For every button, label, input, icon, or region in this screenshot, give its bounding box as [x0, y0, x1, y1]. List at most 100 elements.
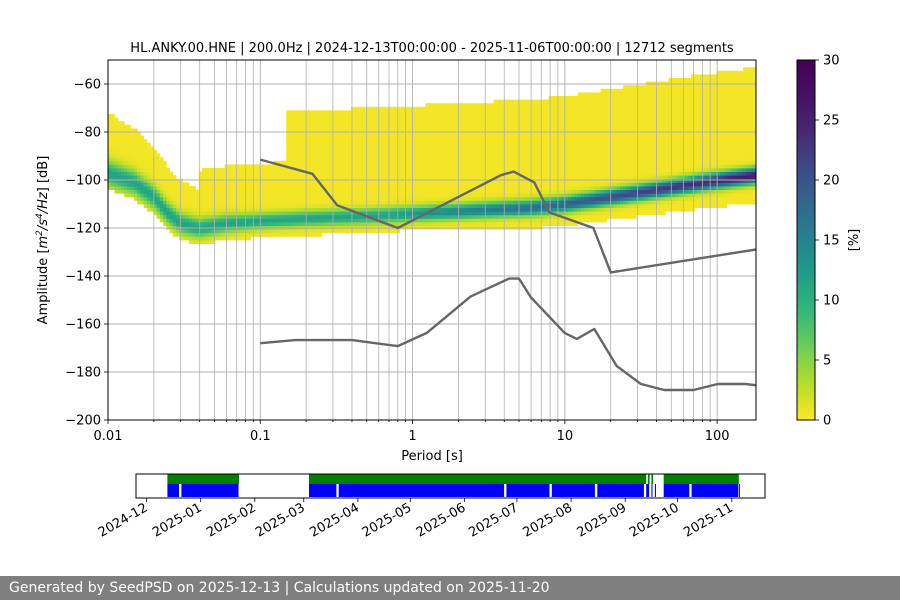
heatmap-cell [448, 139, 452, 144]
heatmap-cell [574, 186, 579, 190]
heatmap-cell [205, 229, 209, 234]
heatmap-cell [451, 114, 456, 118]
heatmap-cell [221, 232, 226, 237]
heatmap-cell [642, 171, 647, 176]
heatmap-cell [108, 128, 112, 133]
heatmap-cell [545, 106, 550, 111]
heatmap-cell [143, 175, 148, 180]
heatmap-cell [415, 110, 420, 115]
heatmap-cell [367, 171, 371, 176]
heatmap-cell [467, 117, 472, 122]
heatmap-cell [373, 114, 378, 118]
heatmap-cell [383, 157, 388, 162]
heatmap-cell [555, 200, 559, 205]
heatmap-cell [286, 110, 290, 115]
heatmap-cell [606, 182, 611, 187]
heatmap-cell [525, 139, 530, 144]
heatmap-cell [428, 110, 433, 115]
heatmap-cell [487, 164, 491, 169]
heatmap-cell [276, 178, 281, 183]
heatmap-cell [606, 196, 611, 201]
heatmap-cell [276, 171, 281, 176]
heatmap-cell [590, 103, 595, 108]
heatmap-cell [169, 186, 174, 190]
heatmap-cell [587, 182, 592, 187]
heatmap-cell [629, 168, 634, 172]
heatmap-cell [321, 128, 326, 133]
heatmap-cell [127, 186, 132, 190]
heatmap-cell [545, 103, 550, 108]
heatmap-cell [467, 142, 472, 147]
heatmap-cell [338, 175, 342, 180]
heatmap-cell [545, 146, 550, 151]
heatmap-cell [299, 196, 303, 201]
heatmap-cell [318, 178, 323, 183]
heatmap-cell [282, 186, 287, 190]
heatmap-cell [331, 142, 336, 147]
heatmap-cell [616, 150, 621, 154]
heatmap-cell [367, 110, 371, 115]
heatmap-cell [419, 106, 423, 111]
heatmap-cell [535, 214, 540, 219]
heatmap-cell [331, 200, 336, 205]
heatmap-cell [532, 132, 537, 136]
heatmap-cell [198, 204, 203, 208]
heatmap-cell [574, 164, 579, 169]
heatmap-cell [500, 157, 504, 162]
heatmap-cell [143, 160, 148, 165]
heatmap-cell [270, 193, 274, 198]
heatmap-cell [260, 229, 264, 234]
heatmap-cell [270, 171, 274, 176]
heatmap-cell [315, 150, 319, 154]
heatmap-cell [357, 222, 362, 226]
heatmap-cell [292, 186, 297, 190]
heatmap-cell [201, 182, 206, 187]
heatmap-cell [399, 150, 404, 154]
heatmap-cell [594, 186, 598, 190]
heatmap-cell [231, 193, 235, 198]
heatmap-cell [363, 150, 368, 154]
heatmap-cell [542, 106, 546, 111]
heatmap-cell [415, 135, 420, 140]
heatmap-cell [380, 142, 384, 147]
heatmap-cell [584, 182, 588, 187]
heatmap-cell [169, 193, 174, 198]
heatmap-cell [594, 157, 598, 162]
heatmap-cell [639, 99, 643, 104]
heatmap-cell [584, 135, 588, 140]
heatmap-cell [623, 124, 627, 129]
heatmap-cell [367, 168, 371, 172]
heatmap-cell [111, 114, 115, 118]
heatmap-cell [642, 114, 647, 118]
heatmap-cell [551, 117, 556, 122]
heatmap-cell [201, 218, 206, 223]
heatmap-cell [179, 178, 183, 183]
heatmap-cell [282, 182, 287, 187]
heatmap-cell [415, 171, 420, 176]
heatmap-cell [545, 222, 550, 226]
heatmap-cell [513, 128, 517, 133]
heatmap-cell [318, 229, 323, 234]
heatmap-cell [351, 186, 355, 190]
heatmap-cell [282, 178, 287, 183]
heatmap-cell [357, 186, 362, 190]
heatmap-cell [351, 204, 355, 208]
heatmap-cell [444, 164, 449, 169]
heatmap-cell [305, 211, 310, 216]
heatmap-cell [237, 207, 242, 212]
heatmap-cell [198, 196, 203, 201]
heatmap-cell [457, 110, 462, 115]
heatmap-cell [500, 132, 504, 136]
heatmap-cell [616, 110, 621, 115]
heatmap-cell [581, 139, 585, 144]
heatmap-cell [357, 207, 362, 212]
heatmap-cell [584, 193, 588, 198]
heatmap-cell [253, 196, 258, 201]
heatmap-cell [315, 222, 319, 226]
heatmap-cell [257, 175, 261, 180]
heatmap-cell [318, 211, 323, 216]
heatmap-cell [386, 211, 391, 216]
heatmap-cell [399, 139, 404, 144]
heatmap-cell [347, 186, 352, 190]
heatmap-cell [516, 139, 520, 144]
